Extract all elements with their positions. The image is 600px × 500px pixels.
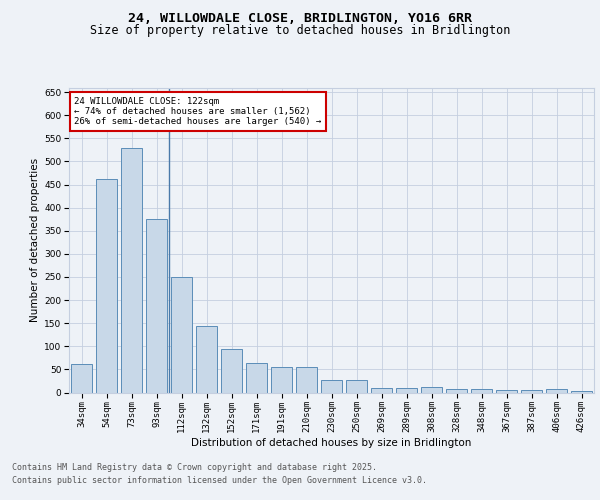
Bar	[221, 349, 242, 393]
Text: 24 WILLOWDALE CLOSE: 122sqm
← 74% of detached houses are smaller (1,562)
26% of : 24 WILLOWDALE CLOSE: 122sqm ← 74% of det…	[74, 96, 322, 126]
Y-axis label: Number of detached properties: Number of detached properties	[30, 158, 40, 322]
Text: 24, WILLOWDALE CLOSE, BRIDLINGTON, YO16 6RR: 24, WILLOWDALE CLOSE, BRIDLINGTON, YO16 …	[128, 12, 472, 26]
Bar	[421, 388, 442, 392]
Bar	[171, 277, 192, 392]
Text: Contains HM Land Registry data © Crown copyright and database right 2025.: Contains HM Land Registry data © Crown c…	[12, 464, 377, 472]
Bar	[496, 390, 517, 392]
Bar	[196, 326, 217, 392]
Bar	[471, 389, 492, 392]
Bar	[321, 380, 342, 392]
Bar	[296, 367, 317, 392]
Text: Size of property relative to detached houses in Bridlington: Size of property relative to detached ho…	[90, 24, 510, 37]
Bar	[146, 219, 167, 392]
Bar	[96, 178, 117, 392]
X-axis label: Distribution of detached houses by size in Bridlington: Distribution of detached houses by size …	[191, 438, 472, 448]
Bar	[396, 388, 417, 392]
Bar	[446, 389, 467, 392]
Bar	[546, 390, 567, 392]
Bar	[71, 364, 92, 392]
Bar	[571, 390, 592, 392]
Bar	[271, 366, 292, 392]
Text: Contains public sector information licensed under the Open Government Licence v3: Contains public sector information licen…	[12, 476, 427, 485]
Bar	[371, 388, 392, 392]
Bar	[346, 380, 367, 392]
Bar	[121, 148, 142, 392]
Bar	[521, 390, 542, 392]
Bar	[246, 364, 267, 392]
